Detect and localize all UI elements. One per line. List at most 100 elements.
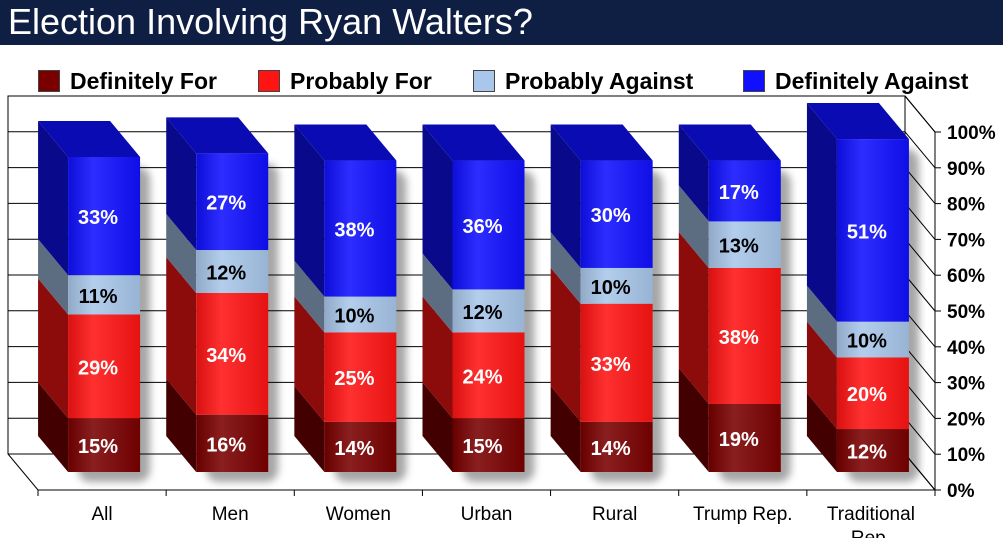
- bar-segment: [580, 303, 653, 422]
- bar-data-label: 13%: [719, 236, 759, 258]
- bar-segment: [836, 321, 909, 358]
- bar-segment: [324, 421, 397, 472]
- bar-data-label: 36%: [462, 216, 502, 238]
- bar-side-face: [678, 124, 709, 222]
- bar-side-face: [38, 382, 69, 472]
- legend-label: Probably For: [290, 67, 432, 94]
- bar-segment: [324, 332, 397, 422]
- value-axis-tick-label: 80%: [947, 195, 985, 216]
- legend-swatch-definitely-against: [743, 70, 765, 92]
- bar-side-face: [294, 260, 325, 333]
- bar-segment: [452, 160, 525, 290]
- bar-data-label: 14%: [334, 438, 374, 460]
- bar-data-label: 38%: [719, 327, 759, 349]
- bar-top-cap: [678, 124, 781, 161]
- category-ticks: [37, 490, 936, 496]
- bar-stack: 15% 24% 12% 36%: [422, 124, 535, 483]
- bar-segment: [708, 267, 781, 404]
- legend-item-probably-for: Probably For: [258, 64, 432, 98]
- value-axis-tick-label: 0%: [947, 481, 975, 502]
- bar-data-label: 12%: [206, 263, 246, 285]
- bar-data-label: 15%: [78, 436, 118, 458]
- bar-side-face: [678, 185, 709, 268]
- bar-side-face: [166, 214, 197, 293]
- bar-top-cap: [550, 124, 653, 161]
- bar-side-face: [806, 103, 837, 322]
- bar-segment: [708, 160, 781, 222]
- bar-segment: [196, 250, 269, 293]
- bar-segment: [580, 421, 653, 472]
- bar-side-face: [550, 231, 581, 304]
- bar-stack: 14% 33% 10% 30%: [550, 124, 663, 483]
- bar-side-face: [166, 257, 197, 415]
- bar-segment: [68, 314, 141, 419]
- bar-side-face: [166, 117, 197, 251]
- bar-segment: [836, 357, 909, 430]
- bar-data-label: 10%: [334, 305, 374, 327]
- chart-title: Election Involving Ryan Walters?: [8, 1, 533, 42]
- bar-segment: [68, 418, 141, 472]
- bars: 15% 29% 11% 33% 16% 34% 12% 27% 14% 25% 10% 38% 15% 2…: [38, 103, 919, 483]
- bar-data-label: 16%: [206, 434, 246, 456]
- bar-segment: [196, 153, 269, 251]
- category-label: Men: [212, 504, 249, 525]
- legend-label: Definitely For: [70, 67, 217, 94]
- value-axis-tick-label: 20%: [947, 409, 985, 430]
- bar-stack: 14% 25% 10% 38%: [294, 124, 407, 483]
- bar-data-label: 12%: [847, 442, 887, 464]
- bar-top-cap: [166, 117, 269, 154]
- bar-side-face: [550, 267, 581, 422]
- bar-side-face: [678, 367, 709, 472]
- legend-swatch-probably-for: [258, 70, 280, 92]
- category-label: Trump Rep.: [693, 504, 793, 525]
- bar-side-face: [806, 285, 837, 358]
- legend: Definitely For Probably For Probably Aga…: [0, 64, 1003, 100]
- bar-data-label: 38%: [334, 220, 374, 242]
- bar-data-label: 29%: [78, 357, 118, 379]
- legend-label: Probably Against: [505, 67, 694, 94]
- bar-side-face: [550, 124, 581, 268]
- legend-item-definitely-for: Definitely For: [38, 64, 217, 98]
- category-label: Rural: [592, 504, 637, 525]
- legend-item-definitely-against: Definitely Against: [743, 64, 968, 98]
- value-axis-tick-label: 90%: [947, 159, 985, 180]
- bar-side-face: [422, 382, 453, 472]
- bar-side-face: [166, 378, 197, 472]
- bar-data-label: 11%: [79, 286, 118, 308]
- bar-side-face: [38, 278, 69, 419]
- bar-segment: [708, 403, 781, 472]
- bar-data-label: 51%: [847, 221, 887, 243]
- legend-item-probably-against: Probably Against: [473, 64, 693, 98]
- bar-side-face: [422, 296, 453, 419]
- bar-segment: [836, 139, 909, 322]
- value-axis-tick-label: 60%: [947, 266, 985, 287]
- bar-segment: [324, 160, 397, 297]
- bar-side-face: [550, 385, 581, 472]
- gridline-side: [904, 95, 936, 133]
- category-label: Women: [326, 504, 391, 525]
- bar-data-label: 33%: [591, 354, 631, 376]
- bar-top-cap: [38, 120, 141, 157]
- bar-side-face: [294, 124, 325, 297]
- value-axis-tick-label: 70%: [947, 230, 985, 251]
- bar-segment: [196, 414, 269, 472]
- bar-segment: [580, 160, 653, 268]
- bar-segment: [452, 418, 525, 472]
- category-label: All: [92, 504, 113, 525]
- bar-segment: [452, 289, 525, 333]
- bar-data-label: 17%: [719, 182, 759, 204]
- value-axis-tick-label: 50%: [947, 302, 985, 323]
- legend-swatch-definitely-for: [38, 70, 60, 92]
- value-axis-tick-label: 100%: [947, 123, 996, 144]
- bar-side-face: [678, 231, 709, 404]
- value-axis-tick-label: 40%: [947, 338, 985, 359]
- bar-side-face: [422, 253, 453, 333]
- bar-stack: 16% 34% 12% 27%: [166, 117, 279, 482]
- title-bar: Election Involving Ryan Walters?: [0, 0, 1003, 45]
- bar-data-label: 14%: [591, 438, 631, 460]
- bar-side-face: [38, 120, 69, 276]
- value-axis-tick-label: 10%: [947, 445, 985, 466]
- bar-data-label: 19%: [719, 429, 759, 451]
- bar-side-face: [294, 296, 325, 422]
